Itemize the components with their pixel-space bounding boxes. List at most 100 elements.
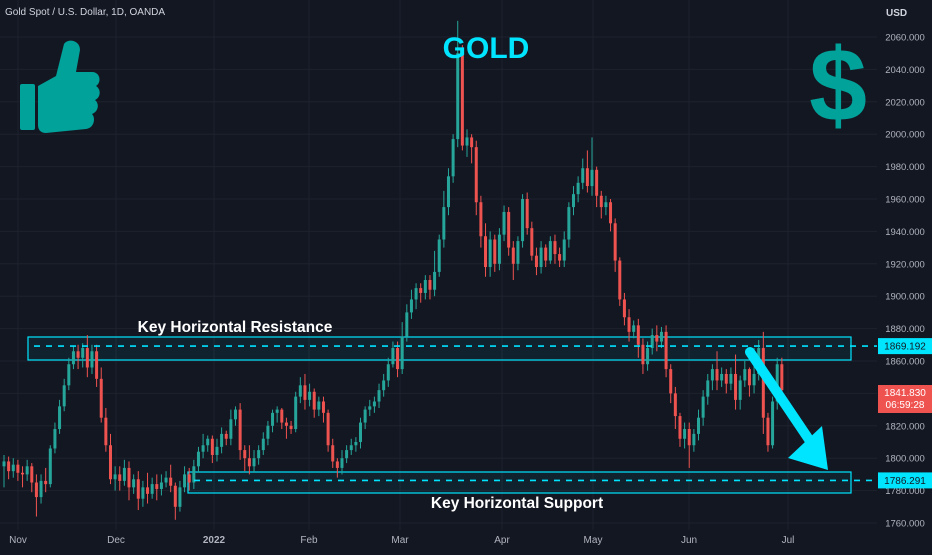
candle-body: [169, 477, 173, 486]
candle-body: [761, 348, 765, 418]
candle: [164, 471, 168, 488]
candle-body: [687, 429, 691, 446]
candle: [349, 438, 353, 455]
candle-body: [493, 239, 497, 264]
candle-body: [734, 373, 738, 400]
candle-body: [95, 351, 99, 379]
candle: [67, 357, 71, 391]
candle: [169, 464, 173, 493]
candle-body: [247, 458, 251, 467]
x-tick-label: 2022: [203, 535, 226, 546]
candle: [271, 409, 275, 433]
candle-body: [108, 445, 112, 480]
candle-body: [525, 199, 529, 229]
candle: [456, 20, 460, 148]
candle-body: [48, 448, 52, 485]
candle-body: [669, 369, 673, 394]
candle-body: [423, 280, 427, 293]
candle-body: [67, 364, 71, 386]
candle: [409, 289, 413, 319]
candle-body: [150, 484, 154, 494]
candle-body: [553, 241, 557, 255]
candle: [622, 292, 626, 326]
candle-body: [7, 461, 11, 472]
candle: [146, 472, 150, 504]
candle: [363, 406, 367, 430]
x-tick-label: May: [584, 535, 603, 546]
y-tick-label: 1880.000: [885, 324, 925, 335]
candle: [720, 367, 724, 387]
candle-body: [289, 425, 293, 430]
candle: [780, 357, 784, 397]
candle: [729, 367, 733, 391]
candle-body: [664, 331, 668, 370]
candle: [108, 433, 112, 485]
candle: [715, 351, 719, 391]
y-tick-label: 1860.000: [885, 357, 925, 368]
candle-body: [428, 280, 432, 290]
candle: [317, 396, 321, 417]
candle-body: [752, 373, 756, 386]
candle: [562, 231, 566, 268]
candle: [423, 275, 427, 300]
candle: [34, 474, 38, 517]
candle: [122, 459, 126, 486]
candle-body: [743, 369, 747, 381]
candle: [599, 190, 603, 219]
candle: [664, 325, 668, 378]
candle-body: [414, 288, 418, 300]
candle-body: [710, 369, 714, 381]
candle-body: [294, 396, 298, 430]
candle-body: [747, 369, 751, 386]
candle-body: [613, 223, 617, 261]
candle: [340, 450, 344, 475]
candle: [257, 445, 261, 465]
support-zone-box[interactable]: [187, 471, 852, 494]
candle: [44, 467, 48, 493]
y-tick-label: 1980.000: [885, 162, 925, 173]
candle: [7, 456, 11, 480]
x-tick-label: Jul: [782, 535, 795, 546]
grid-lines: [0, 0, 877, 530]
candle-body: [298, 385, 302, 397]
candle: [655, 325, 659, 352]
candle: [289, 420, 293, 434]
candle: [155, 474, 159, 501]
candle-body: [474, 147, 478, 203]
candle: [553, 234, 557, 264]
symbol-title[interactable]: Gold Spot / U.S. Dollar, 1D, OANDA: [5, 7, 165, 18]
candle-body: [368, 406, 372, 410]
x-tick-label: Feb: [300, 535, 318, 546]
candle-body: [155, 484, 159, 489]
time-axis[interactable]: Nov Dec 2022 Feb Mar Apr May Jun Jul: [9, 535, 794, 546]
candle: [641, 338, 645, 374]
candle-body: [30, 466, 34, 483]
candle: [669, 364, 673, 404]
countdown-text: 06:59:28: [886, 400, 925, 411]
candle: [636, 318, 640, 358]
candle-body: [571, 194, 575, 208]
candle: [132, 474, 136, 494]
candle-body: [2, 461, 6, 467]
candle-body: [340, 458, 344, 468]
candle-body: [127, 467, 131, 488]
y-tick-label: 1940.000: [885, 227, 925, 238]
dollar-sign-icon: $: [809, 28, 867, 144]
candle: [104, 407, 108, 452]
candle: [243, 445, 247, 472]
candle-body: [234, 409, 237, 420]
candle-body: [396, 348, 400, 370]
candle-body: [456, 53, 460, 140]
candle-body: [146, 487, 150, 494]
candle-body: [39, 480, 43, 498]
candle-body: [511, 247, 515, 264]
candle: [511, 241, 515, 280]
candle: [308, 383, 312, 407]
candle-body: [405, 312, 409, 337]
candle: [766, 412, 770, 452]
candle: [178, 480, 182, 512]
gold-title: GOLD: [443, 32, 530, 65]
resistance-zone-box[interactable]: [27, 336, 852, 361]
